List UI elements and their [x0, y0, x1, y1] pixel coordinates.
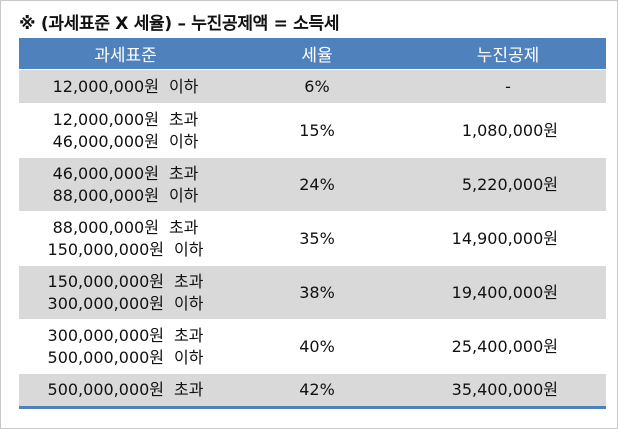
tax-base-amount: 88,000,000원 — [52, 217, 159, 237]
tax-base-cell: 500,000,000원 초과 — [19, 373, 224, 409]
tax-base-line: 46,000,000원 초과 — [27, 163, 224, 185]
tax-rate-table: 과세표준 세율 누진공제 12,000,000원 이하 6% - 12,000,0… — [19, 38, 606, 409]
tax-base-condition: 이하 — [168, 76, 199, 96]
table-row: 150,000,000원 초과 300,000,000원 이하 38% 19,400… — [19, 265, 606, 320]
header-tax-base: 과세표준 — [19, 38, 224, 70]
tax-base-line: 46,000,000원 이하 — [27, 131, 224, 153]
table-row: 12,000,000원 초과 46,000,000원 이하 15% 1,080,00… — [19, 103, 606, 158]
deduction-cell: 35,400,000원 — [410, 373, 606, 409]
tax-base-line: 300,000,000원 이하 — [27, 293, 224, 315]
deduction-cell: 5,220,000원 — [410, 157, 606, 212]
tax-base-condition: 초과 — [174, 380, 204, 399]
tax-base-line: 12,000,000원 초과 — [27, 109, 224, 131]
tax-base-amount: 300,000,000원 — [47, 293, 165, 313]
deduction-cell: 1,080,000원 — [410, 103, 606, 158]
tax-base-line: 150,000,000원 초과 — [27, 271, 224, 293]
table-row: 88,000,000원 초과 150,000,000원 이하 35% 14,900,… — [19, 211, 606, 266]
tax-base-amount: 150,000,000원 — [47, 239, 165, 259]
tax-base-condition: 이하 — [174, 239, 204, 259]
tax-base-cell: 12,000,000원 초과 46,000,000원 이하 — [19, 103, 224, 158]
tax-base-amount: 150,000,000원 — [47, 271, 165, 291]
tax-base-condition: 초과 — [168, 163, 199, 183]
tax-base-amount: 88,000,000원 — [52, 185, 159, 205]
deduction-cell: 19,400,000원 — [410, 265, 606, 320]
deduction-cell: 25,400,000원 — [410, 319, 606, 374]
tax-rate-cell: 40% — [224, 319, 410, 374]
tax-base-amount: 500,000,000원 — [47, 347, 165, 367]
tax-rate-cell: 42% — [224, 373, 410, 409]
tax-base-condition: 초과 — [174, 325, 204, 345]
tax-base-amount: 46,000,000원 — [52, 163, 159, 183]
tax-base-amount: 12,000,000원 — [52, 109, 159, 129]
tax-base-condition: 초과 — [168, 109, 199, 129]
tax-rate-cell: 15% — [224, 103, 410, 158]
tax-base-cell: 150,000,000원 초과 300,000,000원 이하 — [19, 265, 224, 320]
table-row: 300,000,000원 초과 500,000,000원 이하 40% 25,400… — [19, 319, 606, 374]
tax-base-condition: 이하 — [168, 131, 199, 151]
table-row: 46,000,000원 초과 88,000,000원 이하 24% 5,220,00… — [19, 157, 606, 212]
tax-base-amount: 12,000,000원 — [52, 76, 159, 96]
tax-base-condition: 초과 — [174, 271, 204, 291]
tax-rate-cell: 24% — [224, 157, 410, 212]
table-row: 12,000,000원 이하 6% - — [19, 69, 606, 104]
tax-base-line: 150,000,000원 이하 — [27, 239, 224, 261]
tax-base-amount: 46,000,000원 — [52, 131, 159, 151]
tax-rate-cell: 6% — [224, 69, 410, 104]
tax-rate-cell: 38% — [224, 265, 410, 320]
tax-base-line: 300,000,000원 초과 — [27, 325, 224, 347]
tax-base-condition: 이하 — [174, 293, 204, 313]
tax-base-cell: 300,000,000원 초과 500,000,000원 이하 — [19, 319, 224, 374]
deduction-cell: - — [410, 69, 606, 104]
table-header-row: 과세표준 세율 누진공제 — [19, 38, 606, 70]
tax-base-amount: 500,000,000원 — [47, 380, 165, 399]
tax-base-cell: 88,000,000원 초과 150,000,000원 이하 — [19, 211, 224, 266]
tax-base-condition: 이하 — [168, 185, 199, 205]
tax-base-condition: 이하 — [174, 347, 204, 367]
tax-base-condition: 초과 — [168, 217, 199, 237]
tax-base-line: 500,000,000원 이하 — [27, 347, 224, 369]
tax-base-line: 12,000,000원 이하 — [27, 76, 224, 98]
tax-base-cell: 12,000,000원 이하 — [19, 69, 224, 104]
header-tax-rate: 세율 — [224, 38, 410, 70]
tax-base-line: 88,000,000원 초과 — [27, 217, 224, 239]
tax-base-amount: 300,000,000원 — [47, 325, 165, 345]
tax-base-line: 500,000,000원 초과 — [27, 379, 224, 401]
tax-base-cell: 46,000,000원 초과 88,000,000원 이하 — [19, 157, 224, 212]
table-row: 500,000,000원 초과 42% 35,400,000원 — [19, 373, 606, 409]
tax-rate-cell: 35% — [224, 211, 410, 266]
deduction-cell: 14,900,000원 — [410, 211, 606, 266]
header-progressive-deduction: 누진공제 — [410, 38, 606, 70]
page-title: ※ (과세표준 X 세율) – 누진공제액 = 소득세 — [19, 14, 340, 34]
tax-base-line: 88,000,000원 이하 — [27, 185, 224, 207]
